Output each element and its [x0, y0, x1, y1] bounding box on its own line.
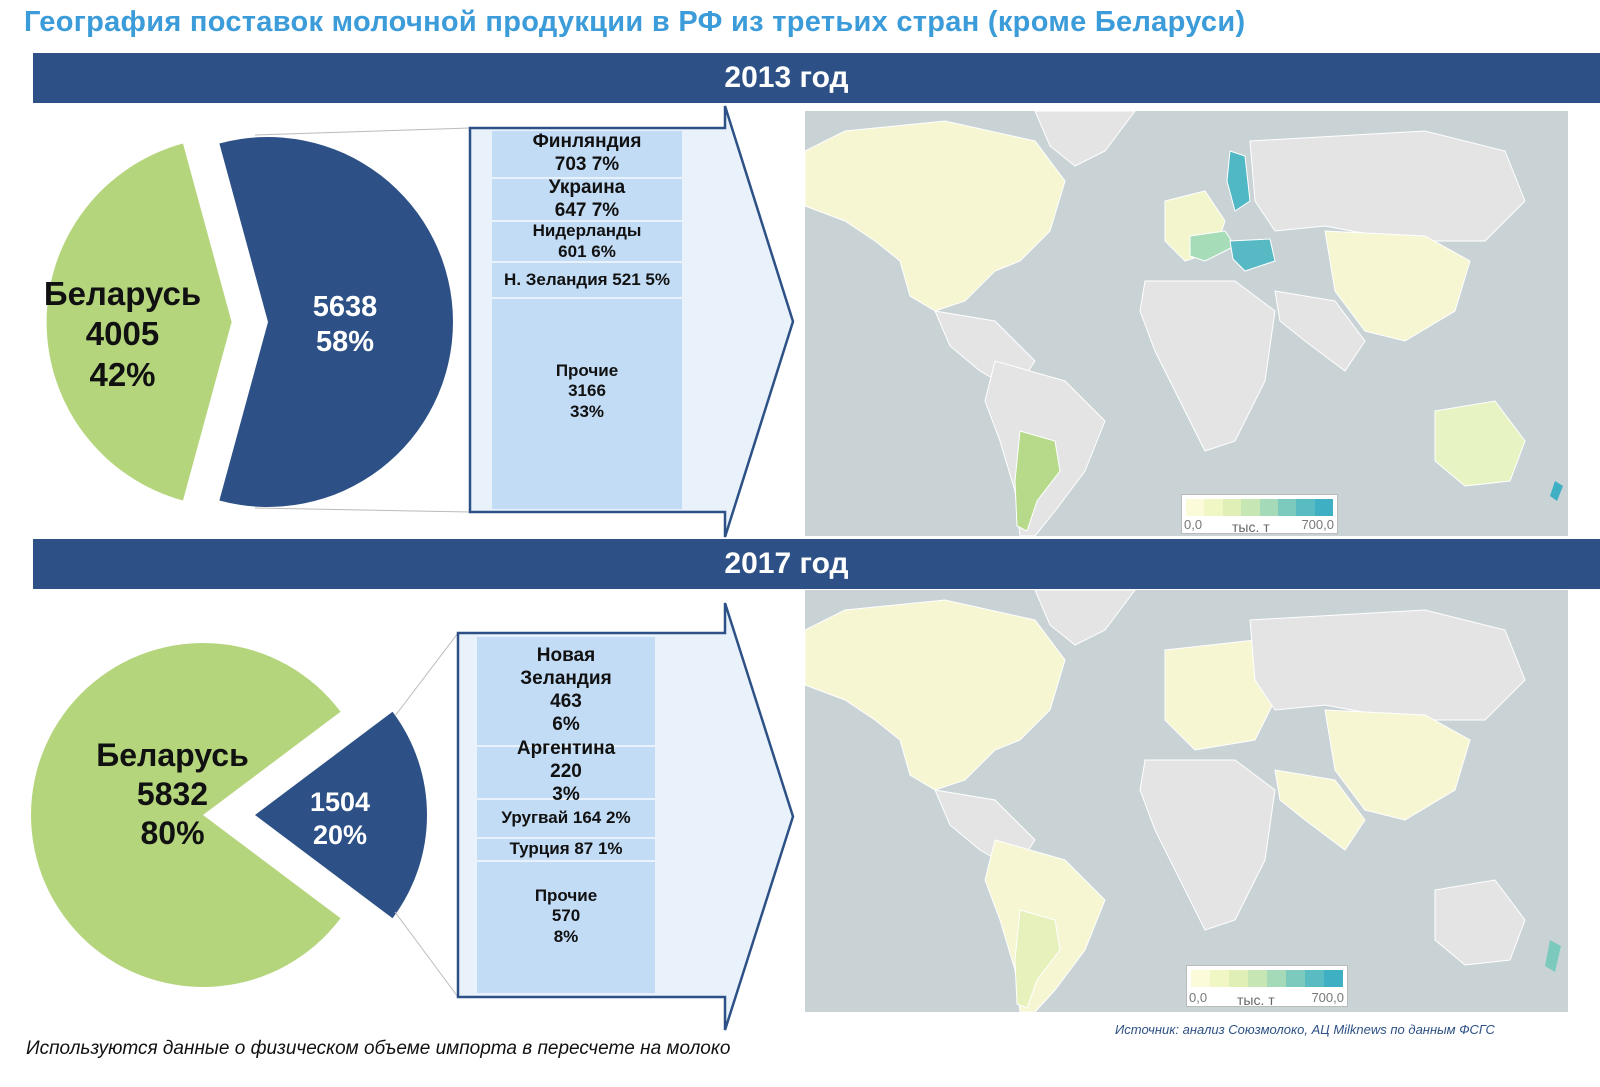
page-title: География поставок молочной продукции в … — [24, 6, 1246, 38]
breakdown-block — [492, 179, 682, 220]
segment-2017-new-zealand: Новая Зеландия 463 6% — [477, 637, 655, 745]
map-legend-2013-max: 700,0 — [1301, 517, 1334, 532]
map-legend-2017-min: 0,0 — [1189, 990, 1208, 1005]
breakdown-block — [492, 131, 682, 177]
year-band-2013-label: 2013 год — [724, 61, 849, 94]
segment-2013-netherlands-text: Нидерланды 601 6% — [532, 221, 642, 261]
pie-2013-other-value: 5638 — [312, 291, 378, 323]
pie-2017-other-label: 1504 20% — [290, 786, 390, 852]
segment-2013-netherlands: Нидерланды 601 6% — [492, 221, 682, 261]
segment-2013-finland: Финляндия 703 7% — [492, 131, 682, 177]
breakdown-block — [477, 747, 655, 798]
legend-swatch — [1296, 499, 1315, 516]
pie-2013-other-percent: 58% — [315, 326, 375, 359]
legend-swatch — [1277, 499, 1297, 516]
map-legend-2013-min: 0,0 — [1184, 517, 1203, 532]
map-legend-2017-max: 700,0 — [1311, 990, 1344, 1005]
pie-2013-belarus-label: Беларусь 4005 42% — [30, 274, 215, 395]
connector-line-top — [394, 632, 459, 717]
segment-2017-other: Прочие 570 8% — [477, 862, 655, 993]
pie-2017-belarus-value: 5832 — [136, 776, 209, 813]
segment-2017-argentina-text: Аргентина 220 3% — [516, 738, 616, 805]
pie-2013-other-label: 5638 58% — [290, 290, 400, 361]
map-legend-2017-ramp — [1191, 970, 1343, 987]
pie-2013-belarus-name: Беларусь — [43, 275, 202, 312]
pie-2017-belarus-percent: 80% — [140, 815, 205, 852]
segment-2013-other-text: Прочие 3166 33% — [555, 361, 619, 421]
legend-swatch — [1241, 499, 1260, 516]
source-note: Источник: анализ Союзмолоко, АЦ Milknews… — [1115, 1022, 1495, 1037]
legend-swatch — [1222, 499, 1242, 516]
pie-2017-other-percent: 20% — [312, 819, 368, 850]
breakdown-block — [477, 862, 655, 993]
legend-swatch — [1267, 970, 1286, 987]
legend-swatch — [1186, 499, 1205, 516]
pie-2017-belarus-label: Беларусь 5832 80% — [85, 736, 260, 853]
segment-2017-uruguay: Уругвай 164 2% — [477, 800, 655, 837]
pie-slice-belarus-2013 год — [46, 143, 232, 501]
pie-slice-other-2013 год — [219, 137, 453, 507]
year-band-2017: 2017 год — [33, 539, 1600, 589]
legend-swatch — [1210, 970, 1229, 987]
breakdown-block — [477, 637, 655, 745]
footnote: Используются данные о физическом объеме … — [26, 1038, 731, 1059]
legend-swatch — [1305, 970, 1324, 987]
segment-2013-other: Прочие 3166 33% — [492, 299, 682, 509]
map-legend-2017: 0,0 тыс. т 700,0 — [1186, 965, 1348, 1008]
legend-swatch — [1314, 499, 1333, 516]
world-map-2013-shapes — [805, 111, 1563, 536]
pie-2017-belarus-name: Беларусь — [96, 737, 249, 773]
legend-swatch — [1248, 970, 1267, 987]
breakdown-block — [477, 800, 655, 837]
pie-2017-other-value: 1504 — [309, 787, 371, 817]
map-legend-2013: 0,0 тыс. т 700,0 — [1181, 494, 1338, 535]
map-legend-2013-unit: тыс. т — [1232, 519, 1270, 535]
segment-2017-argentina: Аргентина 220 3% — [477, 738, 655, 805]
pie-2013-belarus-percent: 42% — [89, 355, 156, 393]
connector-line-top — [254, 127, 471, 136]
world-map-2013: 0,0 тыс. т 700,0 — [805, 111, 1568, 536]
breakdown-block — [477, 839, 655, 860]
legend-swatch — [1229, 970, 1248, 987]
segment-2017-new-zealand-text: Новая Зеландия 463 6% — [520, 645, 612, 735]
world-map-2017: 0,0 тыс. т 700,0 — [805, 590, 1568, 1012]
legend-swatch — [1204, 499, 1223, 516]
segment-2013-new-zealand-text: Н. Зеландия 521 5% — [504, 269, 670, 289]
segment-2017-turkey-text: Турция 87 1% — [509, 839, 623, 859]
map-legend-2017-unit: тыс. т — [1237, 992, 1275, 1008]
segment-2013-ukraine-text: Украина 647 7% — [548, 176, 626, 221]
pie-slice-belarus-2017 год — [30, 642, 341, 987]
segment-2017-turkey: Турция 87 1% — [477, 839, 655, 860]
year-band-2013: 2013 год — [33, 53, 1600, 103]
legend-swatch — [1286, 970, 1305, 987]
pie-slice-other-2017 год — [255, 711, 428, 919]
connector-line-bottom — [254, 507, 471, 513]
legend-swatch — [1259, 499, 1278, 516]
breakdown-block — [492, 222, 682, 261]
segment-2013-new-zealand: Н. Зеландия 521 5% — [492, 263, 682, 297]
breakdown-block — [492, 263, 682, 297]
year-band-2017-label: 2017 год — [724, 547, 849, 580]
segment-2013-finland-text: Финляндия 703 7% — [532, 131, 642, 175]
segment-2013-ukraine: Украина 647 7% — [492, 176, 682, 221]
connector-line-bottom — [394, 911, 459, 998]
segment-2017-uruguay-text: Уругвай 164 2% — [501, 808, 631, 828]
map-legend-2013-ramp — [1186, 499, 1333, 516]
legend-swatch — [1324, 970, 1343, 987]
legend-swatch — [1191, 970, 1210, 987]
breakdown-block — [492, 299, 682, 509]
segment-2017-other-text: Прочие 570 8% — [534, 886, 598, 946]
pie-2013-belarus-value: 4005 — [85, 315, 160, 353]
world-map-2017-shapes — [805, 590, 1561, 1012]
